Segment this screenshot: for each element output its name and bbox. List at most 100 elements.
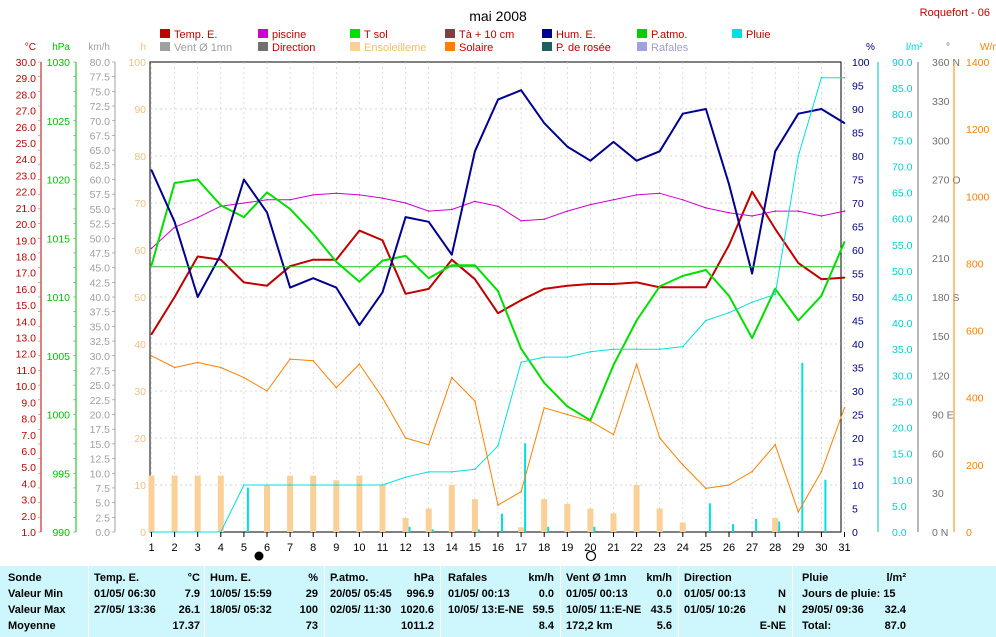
sunshine-bar xyxy=(587,508,594,532)
stats-gust-min-value: 0.0 xyxy=(538,588,554,600)
axis-tick-label: 35.0 xyxy=(892,344,913,356)
stats-wind-avg: 5.6 xyxy=(656,620,672,632)
axis-tick-label: 1.0 xyxy=(21,527,36,539)
series-point xyxy=(243,216,245,218)
rain-bar xyxy=(778,521,781,532)
series-point xyxy=(451,208,453,211)
sunshine-bar xyxy=(425,508,432,532)
series-point xyxy=(797,319,800,322)
axis-tick-label: 200 xyxy=(966,460,984,472)
axis-tick-label: 26.0 xyxy=(16,122,37,134)
axis-tick-label: 600 xyxy=(966,326,984,338)
axis-tick-label: 4.0 xyxy=(21,478,36,490)
stats-press-max-value: 1020.6 xyxy=(400,604,434,616)
series-point xyxy=(427,471,430,473)
stats-press-min-date: 20/05/ 05:45 xyxy=(330,588,392,600)
series-point xyxy=(497,98,499,101)
series-point xyxy=(196,255,199,258)
series-point xyxy=(543,356,545,358)
series-point xyxy=(220,253,222,256)
chart-bars xyxy=(148,362,827,532)
axis-tick-label: 47.5 xyxy=(90,248,111,260)
axis-tick-label: 45.0 xyxy=(90,263,111,275)
stats-rain-days: Jours de pluie: 15 xyxy=(802,588,896,600)
x-tick-label: 30 xyxy=(815,542,827,554)
stats-wind-distance: 172,2 km xyxy=(566,620,613,632)
series-point xyxy=(427,443,430,446)
series-point xyxy=(843,76,846,79)
legend-swatch xyxy=(258,29,268,38)
rain-bar xyxy=(501,513,503,532)
series-point xyxy=(497,205,499,208)
axis-tick-label: 10.0 xyxy=(90,468,111,480)
axis-tick-label: 60 xyxy=(932,449,944,461)
x-tick-label: 4 xyxy=(218,542,224,554)
axis-tick-label: 52.5 xyxy=(90,219,111,231)
axis-tick-label: 1005 xyxy=(47,351,71,363)
series-point xyxy=(220,204,222,207)
axis-tick-label: 1010 xyxy=(47,292,71,304)
series-point xyxy=(797,262,800,264)
x-tick-label: 16 xyxy=(492,542,504,554)
series-point xyxy=(820,215,823,217)
rain-bar xyxy=(824,479,827,532)
series-point xyxy=(589,203,592,206)
axis-tick-label: 40 xyxy=(134,339,146,351)
stats-wind-max-date: 10/05/ 11:E-NE xyxy=(566,604,642,616)
rain-bar xyxy=(801,362,804,532)
series-point xyxy=(658,285,661,288)
x-tick-label: 26 xyxy=(723,542,735,554)
series-point xyxy=(705,487,707,490)
x-axis-ticks: 1 2 3 4 5 6 7 8 9 10 11 12 13 14 15 16 17 18 19 20 21 22 23 24 2… xyxy=(148,532,851,554)
stats-wind-header: Vent Ø 1mn xyxy=(566,572,627,584)
axis-tick-label: 30.0 xyxy=(90,351,111,363)
axis-tick-label: 15 xyxy=(852,457,864,469)
legend-swatch xyxy=(160,29,170,38)
axis-tick-label: 180 S xyxy=(932,292,959,304)
series-point xyxy=(705,108,707,110)
axis-tick-label: 995 xyxy=(52,468,70,480)
series-point xyxy=(220,258,222,261)
legend-swatch xyxy=(637,42,647,51)
stats-temp-avg: 17.37 xyxy=(172,620,200,632)
series-point xyxy=(196,178,199,181)
series-point xyxy=(266,484,268,486)
stats-temp-unit: °C xyxy=(187,572,200,584)
axis-tick-label: 15.0 xyxy=(16,300,37,312)
series-point xyxy=(635,363,638,365)
axis-tick-label: 40 xyxy=(852,339,864,351)
series-point xyxy=(566,145,569,148)
x-tick-label: 18 xyxy=(538,542,550,554)
series-point xyxy=(150,169,153,171)
series-point xyxy=(751,301,753,304)
axis-tick-label: 50.0 xyxy=(892,266,913,278)
chart-axes: °C 1.0 2.0 3.0 4.0 5.0 6.0 7.0 8.0 9.0 10.0 11.0 12.… xyxy=(16,42,996,539)
x-tick-label: 3 xyxy=(195,542,201,554)
axis-tick-label: 12.0 xyxy=(16,349,37,361)
series-point xyxy=(774,443,776,446)
sunshine-bar xyxy=(356,475,363,532)
axis-tick-label: 20.0 xyxy=(16,219,37,231)
series-point xyxy=(451,264,453,267)
axis-tick-label: 65.0 xyxy=(90,145,111,157)
axis-tick-label: 5 xyxy=(852,504,858,516)
station-name: Roquefort - 06 xyxy=(920,7,990,19)
stats-hum-max-value: 100 xyxy=(299,604,318,616)
axis-tick-label: 27.0 xyxy=(16,106,37,118)
stats-rain-total-label: Total: xyxy=(802,620,832,632)
axis-tick-label: 0 xyxy=(140,527,146,539)
axis-tick-label: 25.0 xyxy=(892,396,913,408)
axis-tick-label: 120 xyxy=(932,370,950,382)
x-tick-label: 17 xyxy=(515,542,527,554)
axis-tick-label: 65.0 xyxy=(892,188,913,200)
rain-bar xyxy=(547,526,550,532)
stats-min-label: Valeur Min xyxy=(8,588,64,600)
series-point xyxy=(266,198,268,201)
x-tick-label: 14 xyxy=(446,542,458,554)
axis-tick-label: 10.0 xyxy=(892,475,913,487)
axis-tick-label: 35 xyxy=(852,363,864,375)
series-point xyxy=(520,220,522,222)
stats-dir-min-value: N xyxy=(778,588,786,600)
series-point xyxy=(474,200,476,203)
legend-label: P.atmo. xyxy=(651,29,688,41)
